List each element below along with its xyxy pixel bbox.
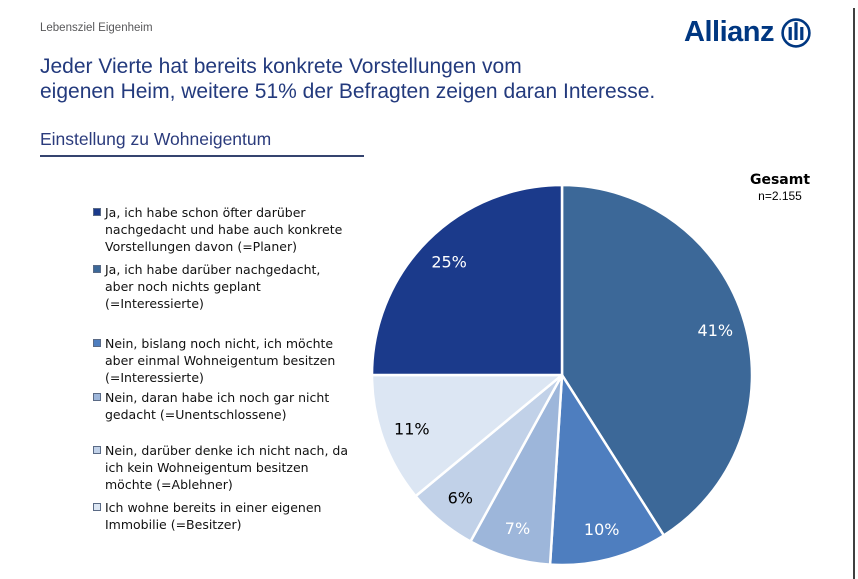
allianz-eagle-icon — [781, 17, 811, 48]
legend-item-planer: Ja, ich habe schon öfter darüber nachged… — [93, 204, 351, 255]
legend-swatch-icon — [93, 446, 101, 454]
legend-label: Nein, bislang noch nicht, ich möchte abe… — [105, 336, 336, 385]
pie-slice-percentage-label: 11% — [394, 420, 430, 439]
legend-label: Ja, ich habe schon öfter darüber nachged… — [105, 205, 343, 254]
slide-right-border — [853, 8, 855, 579]
headline-line-2: eigenen Heim, weitere 51% der Befragten … — [40, 80, 656, 103]
headline: Jeder Vierte hat bereits konkrete Vorste… — [40, 54, 655, 104]
legend-item-unentschlossene: Nein, daran habe ich noch gar nicht geda… — [93, 389, 351, 423]
headline-line-1: Jeder Vierte hat bereits konkrete Vorste… — [40, 55, 522, 78]
pie-slice-percentage-label: 7% — [505, 519, 530, 538]
chart-section-title: Einstellung zu Wohneigentum — [40, 129, 364, 157]
pie-slice — [548, 373, 666, 567]
allianz-logo: Allianz — [684, 16, 812, 49]
legend-swatch-icon — [93, 393, 101, 401]
pie-chart: 41% 10% 7% 6% 11% 25% — [362, 175, 762, 575]
legend-item-interessierte-nein: Nein, bislang noch nicht, ich möchte abe… — [93, 335, 351, 386]
pie-slice-percentage-label: 6% — [448, 489, 473, 508]
allianz-logo-text: Allianz — [684, 16, 774, 48]
legend-item-ablehner: Nein, darüber denke ich nicht nach, da i… — [93, 442, 351, 493]
legend-swatch-icon — [93, 503, 101, 511]
legend-label: Nein, daran habe ich noch gar nicht geda… — [105, 390, 330, 422]
legend-swatch-icon — [93, 339, 101, 347]
legend-item-interessierte-ja: Ja, ich habe darüber nachgedacht, aber n… — [93, 261, 351, 312]
pie-slice-percentage-label: 41% — [698, 321, 734, 340]
pie-slice-percentage-label: 10% — [584, 520, 620, 539]
pie-slice — [370, 183, 564, 377]
legend-item-besitzer: Ich wohne bereits in einer eigenen Immob… — [93, 499, 351, 533]
legend-swatch-icon — [93, 208, 101, 216]
legend-swatch-icon — [93, 265, 101, 273]
group-label: Gesamt — [749, 172, 811, 188]
pie-slice-percentage-label: 25% — [431, 253, 467, 272]
slide-topic-label: Lebensziel Eigenheim — [40, 22, 153, 34]
sample-size-label: n=2.155 — [758, 189, 802, 203]
pie-slice — [370, 373, 564, 498]
chart-legend: Ja, ich habe schon öfter darüber nachged… — [93, 204, 351, 533]
sample-size-block: Gesamt n=2.155 — [728, 172, 832, 203]
legend-label: Ich wohne bereits in einer eigenen Immob… — [105, 500, 322, 532]
legend-label: Nein, darüber denke ich nicht nach, da i… — [105, 443, 349, 492]
pie-chart-svg: 41% 10% 7% 6% 11% 25% — [370, 183, 754, 567]
legend-label: Ja, ich habe darüber nachgedacht, aber n… — [105, 262, 321, 311]
